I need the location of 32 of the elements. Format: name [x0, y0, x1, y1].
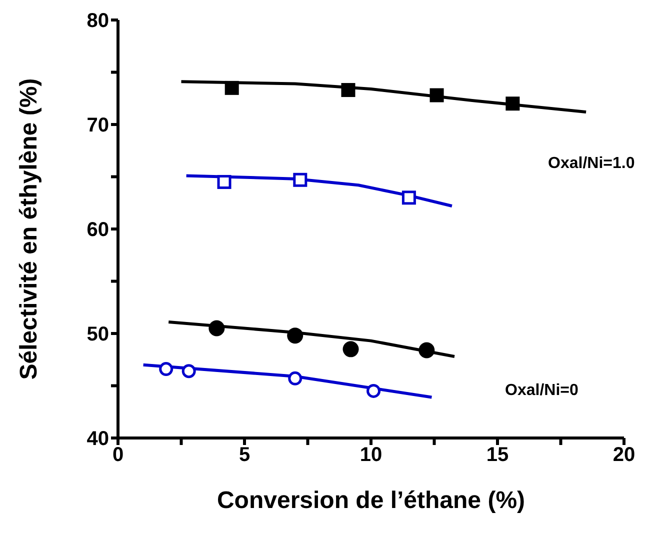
point: [182, 364, 196, 378]
point: [224, 80, 239, 95]
y-tick-label: 80: [86, 10, 109, 32]
y-tick-label: 50: [86, 324, 109, 346]
y-tick-label: 40: [86, 428, 109, 450]
annotation: Oxal/Ni=0: [505, 382, 578, 399]
point: [159, 362, 174, 376]
point: [288, 371, 302, 386]
x-tick-label: 0: [112, 444, 124, 466]
point: [208, 320, 225, 336]
x-tick-label: 10: [360, 444, 382, 466]
point: [287, 328, 304, 344]
line-series: [180, 80, 588, 114]
x-axis-title: Conversion de l’éthane (%): [216, 487, 526, 514]
line-series: [167, 320, 456, 358]
annotation: Oxal/Ni=1.0: [548, 155, 635, 172]
point: [418, 342, 435, 358]
x-tick-label: 20: [612, 444, 636, 466]
y-tick-label: 60: [86, 219, 109, 242]
point: [341, 83, 356, 98]
point: [293, 172, 308, 187]
point: [366, 384, 381, 398]
point: [342, 341, 359, 358]
x-tick-label: 5: [238, 444, 250, 466]
y-axis-title: Sélectivité en éthylène (%): [16, 78, 43, 380]
point: [430, 88, 444, 102]
point: [506, 96, 520, 111]
y-tick-label: 70: [86, 114, 109, 137]
point: [217, 174, 232, 189]
line-series: [184, 174, 454, 208]
x-tick-label: 15: [486, 444, 509, 466]
point: [402, 190, 416, 205]
